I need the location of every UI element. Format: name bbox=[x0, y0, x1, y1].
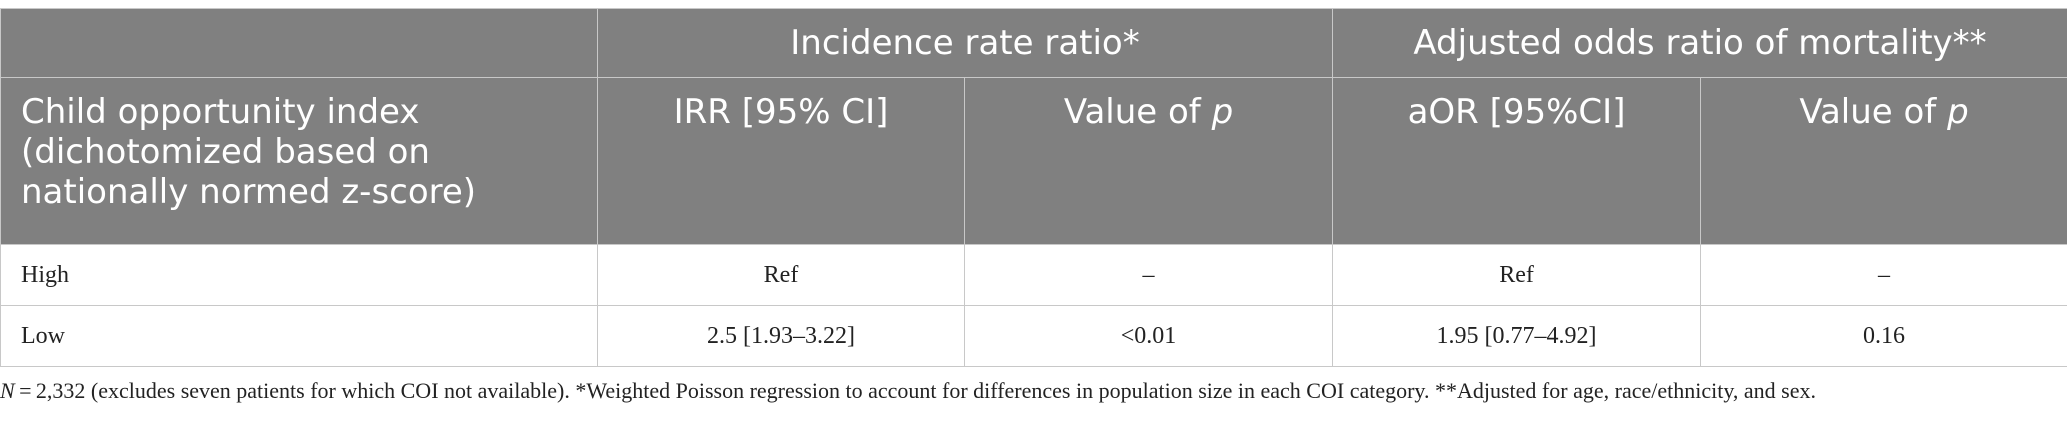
group-header-incidence-rate-ratio: Incidence rate ratio* bbox=[596, 8, 1334, 78]
table-footnote: N = 2,332 (excludes seven patients for w… bbox=[0, 374, 2060, 407]
group-header-adjusted-odds-ratio: Adjusted odds ratio of mortality** bbox=[1332, 8, 2067, 78]
group-header-row: Incidence rate ratio* Adjusted odds rati… bbox=[0, 8, 2067, 78]
group-header-empty bbox=[0, 8, 598, 78]
column-header-irr-p-value: Value of p bbox=[963, 77, 1334, 245]
aor-cell: 1.95 [0.77–4.92] bbox=[1332, 305, 1702, 367]
column-header-row: Child opportunity index (dichotomized ba… bbox=[0, 77, 2067, 245]
column-header-aor: aOR [95%CI] bbox=[1332, 77, 1702, 245]
aor-p-cell: – bbox=[1700, 244, 2067, 306]
results-table-container: Incidence rate ratio* Adjusted odds rati… bbox=[0, 8, 2067, 367]
irr-p-cell: – bbox=[963, 244, 1334, 306]
column-header-aor-p-value: Value of p bbox=[1700, 77, 2067, 245]
irr-p-cell: <0.01 bbox=[963, 305, 1334, 367]
irr-p-symbol: p bbox=[1211, 92, 1234, 132]
row-label: Low bbox=[0, 305, 598, 367]
column-header-coi: Child opportunity index (dichotomized ba… bbox=[0, 77, 598, 245]
column-header-irr: IRR [95% CI] bbox=[597, 77, 965, 245]
irr-cell: 2.5 [1.93–3.22] bbox=[597, 305, 965, 367]
irr-cell: Ref bbox=[597, 244, 965, 306]
table-row-high: High Ref – Ref – bbox=[0, 244, 2067, 306]
table-row-low: Low 2.5 [1.93–3.22] <0.01 1.95 [0.77–4.9… bbox=[0, 305, 2067, 367]
irr-p-prefix: Value of bbox=[1063, 92, 1212, 132]
aor-p-prefix: Value of bbox=[1799, 92, 1948, 132]
aor-p-symbol: p bbox=[1947, 92, 1969, 132]
footnote-text: = 2,332 (excludes seven patients for whi… bbox=[14, 378, 1816, 403]
row-label: High bbox=[0, 244, 598, 306]
results-table: Incidence rate ratio* Adjusted odds rati… bbox=[0, 8, 2067, 367]
aor-p-cell: 0.16 bbox=[1700, 305, 2067, 367]
aor-cell: Ref bbox=[1332, 244, 1702, 306]
footnote-n-symbol: N bbox=[0, 378, 15, 403]
